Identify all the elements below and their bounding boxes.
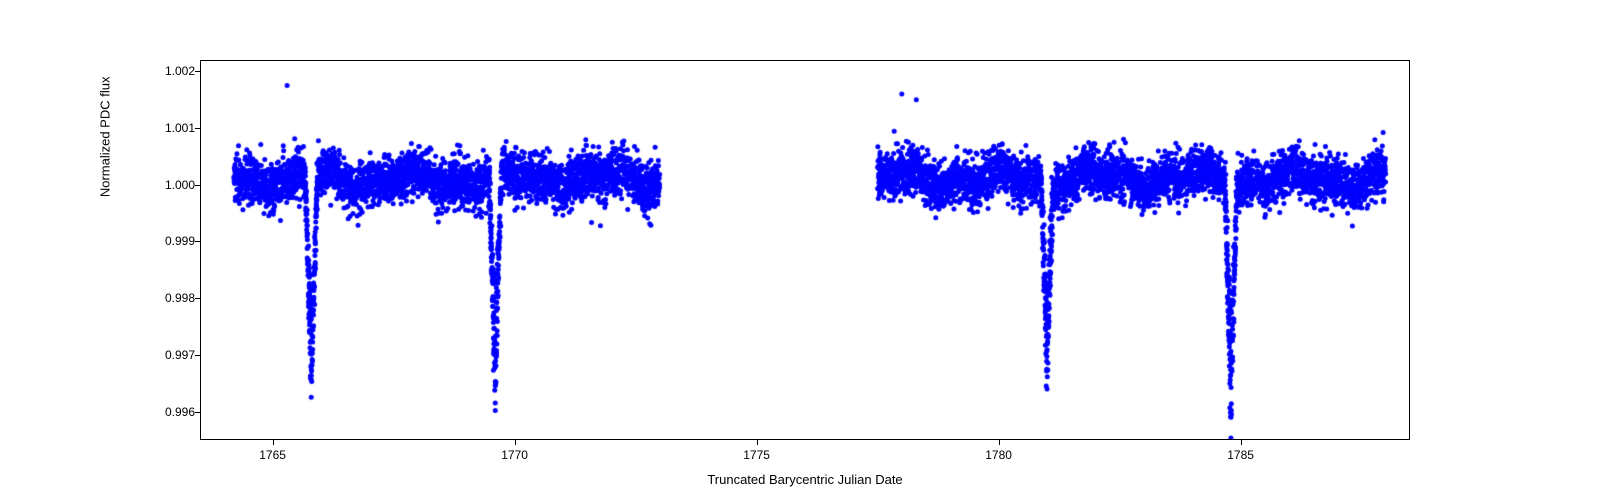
y-tick-mark	[195, 128, 200, 129]
y-tick-label: 0.996	[165, 405, 195, 419]
y-tick-mark	[195, 355, 200, 356]
y-tick-mark	[195, 298, 200, 299]
y-tick-mark	[195, 241, 200, 242]
y-tick-mark	[195, 71, 200, 72]
x-axis-label: Truncated Barycentric Julian Date	[707, 472, 902, 487]
y-tick-label: 1.002	[165, 64, 195, 78]
x-tick-label: 1775	[743, 448, 770, 462]
x-tick-mark	[757, 440, 758, 445]
y-tick-mark	[195, 412, 200, 413]
y-tick-label: 1.000	[165, 178, 195, 192]
x-tick-mark	[515, 440, 516, 445]
y-tick-label: 0.998	[165, 291, 195, 305]
x-tick-mark	[273, 440, 274, 445]
y-tick-label: 0.997	[165, 348, 195, 362]
x-tick-mark	[999, 440, 1000, 445]
chart-container	[200, 60, 1410, 440]
x-tick-label: 1770	[501, 448, 528, 462]
y-tick-label: 0.999	[165, 234, 195, 248]
y-tick-label: 1.001	[165, 121, 195, 135]
x-tick-label: 1765	[259, 448, 286, 462]
x-tick-label: 1785	[1227, 448, 1254, 462]
x-tick-label: 1780	[985, 448, 1012, 462]
plot-border	[200, 60, 1410, 440]
x-tick-mark	[1241, 440, 1242, 445]
y-axis-label: Normalized PDC flux	[98, 77, 113, 198]
y-tick-mark	[195, 185, 200, 186]
